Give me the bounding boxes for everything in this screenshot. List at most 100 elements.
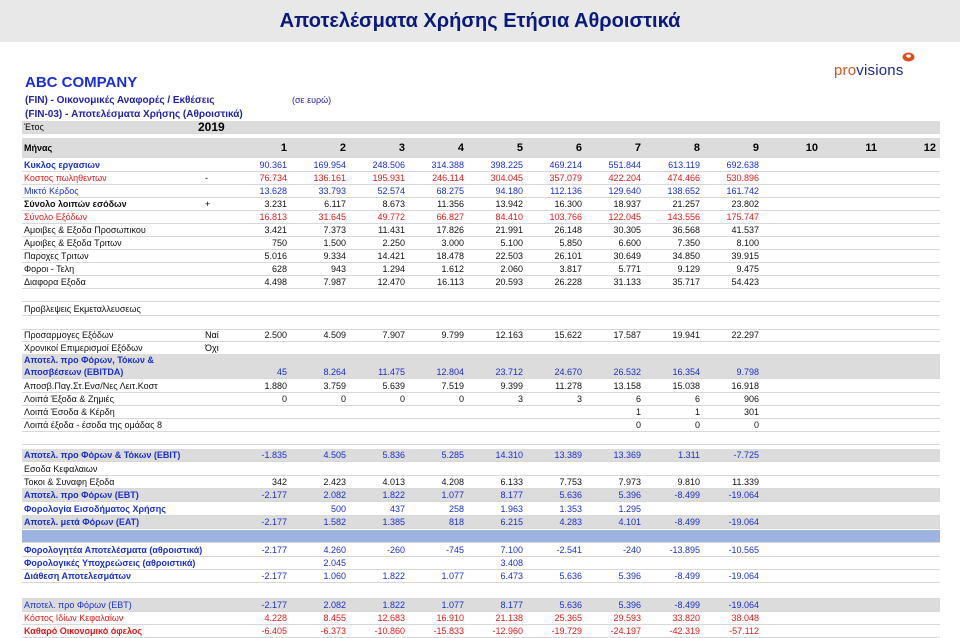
row-label: Κόστος Ιδίων Κεφαλαίων xyxy=(24,613,124,623)
year-label: Έτος xyxy=(24,122,44,132)
cell-value: 38.048 xyxy=(731,613,759,623)
cell-value: 4.505 xyxy=(323,450,346,460)
cell-value: -57.112 xyxy=(729,626,759,636)
cell-value: 6.600 xyxy=(618,238,641,248)
cell-value: 304.045 xyxy=(490,173,523,183)
table-row: Κοστος πωληθεντων - 76.734 136.161 195.931 24… xyxy=(22,172,940,185)
cell-value: -260 xyxy=(386,545,405,555)
row-label: Κυκλος εργασιων xyxy=(24,160,100,170)
table-row xyxy=(22,586,940,599)
cell-value: 4.283 xyxy=(559,517,582,527)
table-row: Σύνολο Εξόδων 16.813 31.645 49.772 66.827 84.… xyxy=(22,211,940,224)
cell-value: 33.793 xyxy=(318,186,346,196)
cell-value: 9.334 xyxy=(323,251,346,261)
cell-value: 437 xyxy=(389,504,405,514)
cell-value: 6 xyxy=(635,394,641,404)
cell-value: 9.129 xyxy=(677,264,700,274)
cell-value: 14.310 xyxy=(495,450,523,460)
cell-value: 9.475 xyxy=(736,264,759,274)
cell-value: 4.260 xyxy=(323,545,346,555)
row-label: Διάθεση Αποτελεσμάτων xyxy=(24,571,131,581)
cell-value: 551.844 xyxy=(608,160,641,170)
row-label: Φορολογικές Υποχρεώσεις (αθροιστικά) xyxy=(24,558,196,568)
row-label: Αποτελ. προ Φόρων (EBT) xyxy=(24,490,139,500)
cell-value: 16.113 xyxy=(437,277,464,287)
row-label: Φοροι - Τελη xyxy=(24,264,75,274)
table-row: Αποτελ. προ Φόρων (EBT) -2.177 2.082 1.822 1… xyxy=(22,599,940,612)
cell-value: 54.423 xyxy=(731,277,759,287)
cell-value: 24.670 xyxy=(554,367,582,377)
cell-value: 17.587 xyxy=(613,330,641,340)
cell-value: 13.628 xyxy=(259,186,287,196)
cell-value: 8.177 xyxy=(500,600,523,610)
table-row: Τοκοι & Συναφη Εξοδα 342 2.423 4.013 4.208 6.… xyxy=(22,476,940,489)
row-label: Λοιπά έξοδα - έσοδα της ομάδας 8 xyxy=(24,420,162,430)
cell-value: 138.652 xyxy=(667,186,700,196)
cell-value: -15.833 xyxy=(433,626,464,636)
cell-value: 169.954 xyxy=(313,160,346,170)
cell-value: 1.880 xyxy=(264,381,287,391)
cell-value: 12.683 xyxy=(377,613,405,623)
cell-value: 15.622 xyxy=(554,330,582,340)
cell-value: 52.574 xyxy=(377,186,405,196)
cell-value: 5.636 xyxy=(559,490,582,500)
table-row: Αποτελ. προ Φόρων (EBT) -2.177 2.082 1.822 1… xyxy=(22,489,940,502)
row-flag: - xyxy=(205,173,208,183)
cell-value: -19.064 xyxy=(728,517,759,527)
row-label: Αποσβ.Παγ.Στ.Ενσ/Νες Λειτ.Κοστ xyxy=(24,381,158,391)
cell-value: 530.896 xyxy=(726,173,759,183)
cell-value: 23.712 xyxy=(495,367,523,377)
table-row: Κόστος Ιδίων Κεφαλαίων 4.228 8.455 12.683 16… xyxy=(22,612,940,625)
cell-value: 11.431 xyxy=(378,225,405,235)
cell-value: 7.373 xyxy=(323,225,346,235)
cell-value: 11.278 xyxy=(555,381,582,391)
row-label: Φορολογία Εισοδήματος Χρήσης xyxy=(24,504,166,514)
cell-value: 31.133 xyxy=(613,277,641,287)
cell-value: 18.478 xyxy=(436,251,464,261)
cell-value: 5.285 xyxy=(441,450,464,460)
month-header-11: 11 xyxy=(865,142,877,154)
cell-value: -8.499 xyxy=(674,490,700,500)
cell-value: 0 xyxy=(753,420,759,430)
cell-value: 25.365 xyxy=(554,613,582,623)
month-header-10: 10 xyxy=(805,142,818,154)
cell-value: 422.204 xyxy=(608,173,641,183)
cell-value: 613.119 xyxy=(668,160,700,170)
month-header-5: 5 xyxy=(516,142,523,154)
cell-value: -2.541 xyxy=(556,545,582,555)
cell-value: 195.931 xyxy=(372,173,405,183)
cell-value: 19.941 xyxy=(672,330,700,340)
cell-value: 129.640 xyxy=(608,186,641,196)
cell-value: 7.519 xyxy=(441,381,464,391)
logo-part-pro: pro xyxy=(834,62,857,79)
cell-value: 143.556 xyxy=(667,212,700,222)
cell-value: 122.045 xyxy=(608,212,641,222)
cell-value: 357.079 xyxy=(549,173,582,183)
cell-value: 2.045 xyxy=(323,558,346,568)
cell-value: -19.729 xyxy=(551,626,582,636)
table-row: Καθαρό Οικονομικό όφελος -6.405 -6.373 -10.… xyxy=(22,625,940,638)
cell-value: 90.361 xyxy=(259,160,287,170)
cell-value: 2.082 xyxy=(323,490,346,500)
cell-value: 6.133 xyxy=(500,477,523,487)
cell-value: 20.593 xyxy=(495,277,523,287)
cell-value: 16.918 xyxy=(731,381,759,391)
cell-value: -2.177 xyxy=(261,571,287,581)
cell-value: 3.421 xyxy=(264,225,287,235)
cell-value: 16.910 xyxy=(436,613,464,623)
row-label: Λοιπά Έξοδα & Ζημιές xyxy=(24,394,114,404)
cell-value: 13.369 xyxy=(613,450,641,460)
cell-value: 692.638 xyxy=(726,160,759,170)
cell-value: -42.319 xyxy=(669,626,700,636)
logo-wordmark: provisions xyxy=(834,62,904,79)
cell-value: 8.673 xyxy=(382,199,405,209)
cell-value: 45 xyxy=(276,367,287,377)
cell-value: -10.860 xyxy=(374,626,405,636)
cell-value: 1.077 xyxy=(441,600,464,610)
cell-value: 5.636 xyxy=(559,571,582,581)
cell-value: 12.163 xyxy=(495,330,523,340)
cell-value: 11.475 xyxy=(378,367,405,377)
cell-value: 4.208 xyxy=(441,477,464,487)
table-row xyxy=(22,530,940,543)
cell-value: -8.499 xyxy=(674,517,700,527)
